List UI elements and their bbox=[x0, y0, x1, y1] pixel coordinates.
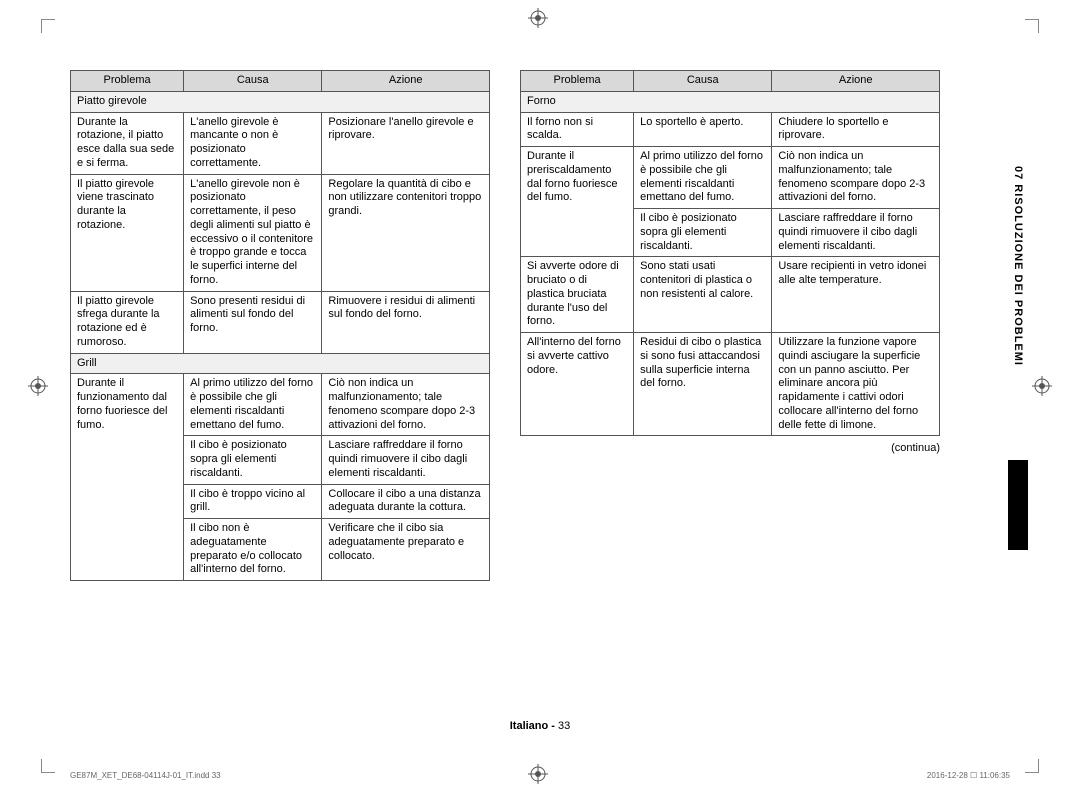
th-causa: Causa bbox=[184, 71, 322, 92]
registration-mark-icon bbox=[28, 376, 48, 396]
table-row: Si avverte odore di bruciato o di plasti… bbox=[521, 257, 940, 333]
crop-mark-icon bbox=[1025, 759, 1039, 773]
th-azione: Azione bbox=[322, 71, 490, 92]
indd-timestamp: 2016-12-28 ☐ 11:06:35 bbox=[927, 771, 1010, 780]
table-row: Durante il funzionamento dal forno fuori… bbox=[71, 374, 490, 436]
chapter-tab: 07 RISOLUZIONE DEI PROBLEMI bbox=[1008, 160, 1028, 420]
registration-mark-icon bbox=[1032, 376, 1052, 396]
registration-mark-icon bbox=[528, 8, 548, 28]
troubleshoot-table-right: Problema Causa Azione Forno Il forno non… bbox=[520, 70, 940, 436]
th-problema: Problema bbox=[71, 71, 184, 92]
doc-meta: GE87M_XET_DE68-04114J-01_IT.indd 33 2016… bbox=[70, 771, 1010, 780]
table-row: Durante la rotazione, il piatto esce dal… bbox=[71, 112, 490, 174]
continued-note: (continua) bbox=[520, 442, 940, 454]
th-problema: Problema bbox=[521, 71, 634, 92]
thumb-index-tab bbox=[1008, 460, 1028, 550]
section-heading: Piatto girevole bbox=[71, 91, 490, 112]
table-row: Il forno non si scalda. Lo sportello è a… bbox=[521, 112, 940, 147]
page-footer: Italiano - 33 bbox=[0, 720, 1080, 732]
th-causa: Causa bbox=[634, 71, 772, 92]
page-content: Problema Causa Azione Piatto girevole Du… bbox=[70, 70, 1010, 744]
crop-mark-icon bbox=[41, 759, 55, 773]
footer-language: Italiano - bbox=[510, 720, 558, 732]
th-azione: Azione bbox=[772, 71, 940, 92]
table-row: All'interno del forno si avverte cattivo… bbox=[521, 333, 940, 436]
crop-mark-icon bbox=[1025, 19, 1039, 33]
footer-page: 33 bbox=[558, 720, 570, 732]
troubleshoot-table-left: Problema Causa Azione Piatto girevole Du… bbox=[70, 70, 490, 581]
indd-filename: GE87M_XET_DE68-04114J-01_IT.indd 33 bbox=[70, 771, 221, 780]
section-heading: Forno bbox=[521, 91, 940, 112]
table-row: Il piatto girevole sfrega durante la rot… bbox=[71, 291, 490, 353]
table-row: Durante il preriscaldamento dal forno fu… bbox=[521, 147, 940, 209]
right-column: Problema Causa Azione Forno Il forno non… bbox=[520, 70, 940, 744]
crop-mark-icon bbox=[41, 19, 55, 33]
section-heading: Grill bbox=[71, 353, 490, 374]
table-row: Il piatto girevole viene trascinato dura… bbox=[71, 174, 490, 291]
left-column: Problema Causa Azione Piatto girevole Du… bbox=[70, 70, 490, 744]
